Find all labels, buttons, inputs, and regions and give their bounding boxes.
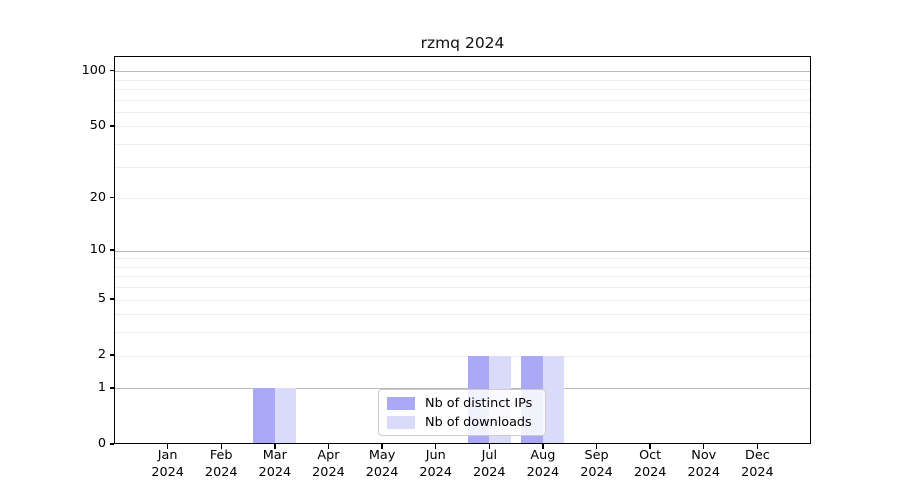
y-tick-mark (110, 354, 114, 356)
x-tick-mark (649, 444, 651, 449)
x-tick-year: 2024 (580, 464, 613, 480)
x-tick-month: Mar (262, 448, 287, 463)
y-tick-label: 20 (89, 189, 106, 205)
y-tick-mark (110, 443, 114, 445)
y-tick-label: 10 (89, 242, 106, 257)
gridline-major (115, 250, 810, 252)
gridline-major (115, 71, 810, 73)
gridline-major (115, 388, 810, 390)
y-tick-mark (110, 196, 114, 199)
x-tick-label: Mar 2024 (245, 448, 305, 481)
x-tick-label: Aug 2024 (513, 448, 573, 481)
x-tick-year: 2024 (526, 464, 560, 480)
plot-area: Nb of distinct IPs Nb of downloads (114, 56, 811, 444)
chart-title: rzmq 2024 (420, 34, 505, 52)
y-tick-mark (110, 249, 114, 251)
x-tick-month: Jan (157, 448, 178, 463)
gridline-minor (115, 332, 810, 334)
x-tick-mark (381, 444, 383, 449)
gridline-minor (115, 355, 810, 357)
gridline-minor (115, 198, 810, 200)
x-tick-mark (166, 444, 169, 449)
y-tick-label: 2 (97, 347, 106, 363)
legend-label-downloads: Nb of downloads (425, 414, 532, 430)
x-tick-mark (434, 444, 437, 449)
bar-downloads (274, 388, 297, 443)
legend-label-distinct-ips: Nb of distinct IPs (425, 395, 533, 411)
gridline-minor (115, 258, 810, 260)
x-tick-year: 2024 (258, 464, 292, 480)
x-tick-year: 2024 (151, 464, 184, 480)
x-tick-month: May (368, 448, 396, 463)
x-tick-year: 2024 (312, 464, 345, 480)
x-tick-label: Feb 2024 (191, 448, 251, 481)
y-tick-mark (110, 125, 114, 127)
x-tick-mark (595, 444, 598, 449)
legend-swatch-distinct-ips (387, 396, 415, 410)
x-tick-year: 2024 (419, 464, 452, 480)
gridline-minor (115, 276, 810, 278)
gridline-minor (115, 266, 810, 268)
x-tick-year: 2024 (204, 464, 238, 480)
x-tick-mark (220, 444, 222, 449)
x-tick-mark (542, 444, 544, 449)
x-tick-month: Nov (691, 448, 717, 463)
x-tick-year: 2024 (365, 464, 399, 480)
y-tick-label: 100 (81, 62, 106, 78)
gridline-minor (115, 99, 810, 101)
x-tick-label: Nov 2024 (674, 448, 734, 481)
legend-swatch-downloads (387, 415, 415, 429)
x-tick-month: Jun (425, 448, 446, 463)
bar-distinct-ips (253, 388, 275, 443)
gridline-minor (115, 126, 810, 128)
legend-row-downloads: Nb of downloads (387, 415, 545, 430)
x-tick-label: Dec 2024 (727, 448, 787, 481)
gridline-minor (115, 287, 810, 289)
x-tick-year: 2024 (741, 464, 774, 480)
x-tick-month: Aug (530, 448, 556, 463)
gridline-minor (115, 166, 810, 168)
x-tick-label: Jun 2024 (406, 448, 466, 481)
gridline-minor (115, 299, 810, 301)
x-tick-month: Sep (584, 448, 609, 463)
x-tick-mark (756, 444, 759, 449)
y-tick-mark (110, 69, 114, 72)
x-tick-label: Oct 2024 (620, 448, 680, 481)
y-tick-mark (110, 298, 114, 300)
x-tick-mark (274, 444, 276, 449)
x-tick-label: Sep 2024 (567, 448, 627, 481)
legend: Nb of distinct IPs Nb of downloads (378, 389, 546, 436)
y-tick-label: 5 (97, 291, 106, 307)
x-tick-year: 2024 (633, 464, 667, 480)
x-tick-month: Apr (317, 448, 340, 463)
gridline-minor (115, 144, 810, 146)
gridline-minor (115, 88, 810, 90)
y-tick-label: 1 (97, 379, 106, 395)
legend-row-distinct-ips: Nb of distinct IPs (387, 396, 545, 411)
x-tick-label: Jan 2024 (138, 448, 198, 481)
x-tick-month: Jul (481, 448, 498, 463)
x-tick-label: Jul 2024 (459, 448, 519, 481)
x-tick-month: Dec (744, 448, 770, 463)
bar-downloads (542, 355, 565, 443)
x-tick-label: Apr 2024 (298, 448, 358, 481)
y-tick-mark (110, 387, 114, 389)
x-tick-label: May 2024 (352, 448, 412, 481)
x-tick-year: 2024 (687, 464, 721, 480)
y-tick-label: 0 (97, 436, 106, 451)
x-tick-month: Feb (209, 448, 233, 463)
x-tick-month: Oct (639, 448, 662, 463)
gridline-minor (115, 314, 810, 316)
x-tick-year: 2024 (473, 464, 506, 480)
gridline-minor (115, 111, 810, 113)
x-tick-mark (703, 444, 705, 449)
x-tick-mark (327, 444, 330, 449)
gridline-minor (115, 79, 810, 81)
x-tick-mark (488, 444, 490, 449)
y-tick-label: 50 (89, 117, 106, 133)
